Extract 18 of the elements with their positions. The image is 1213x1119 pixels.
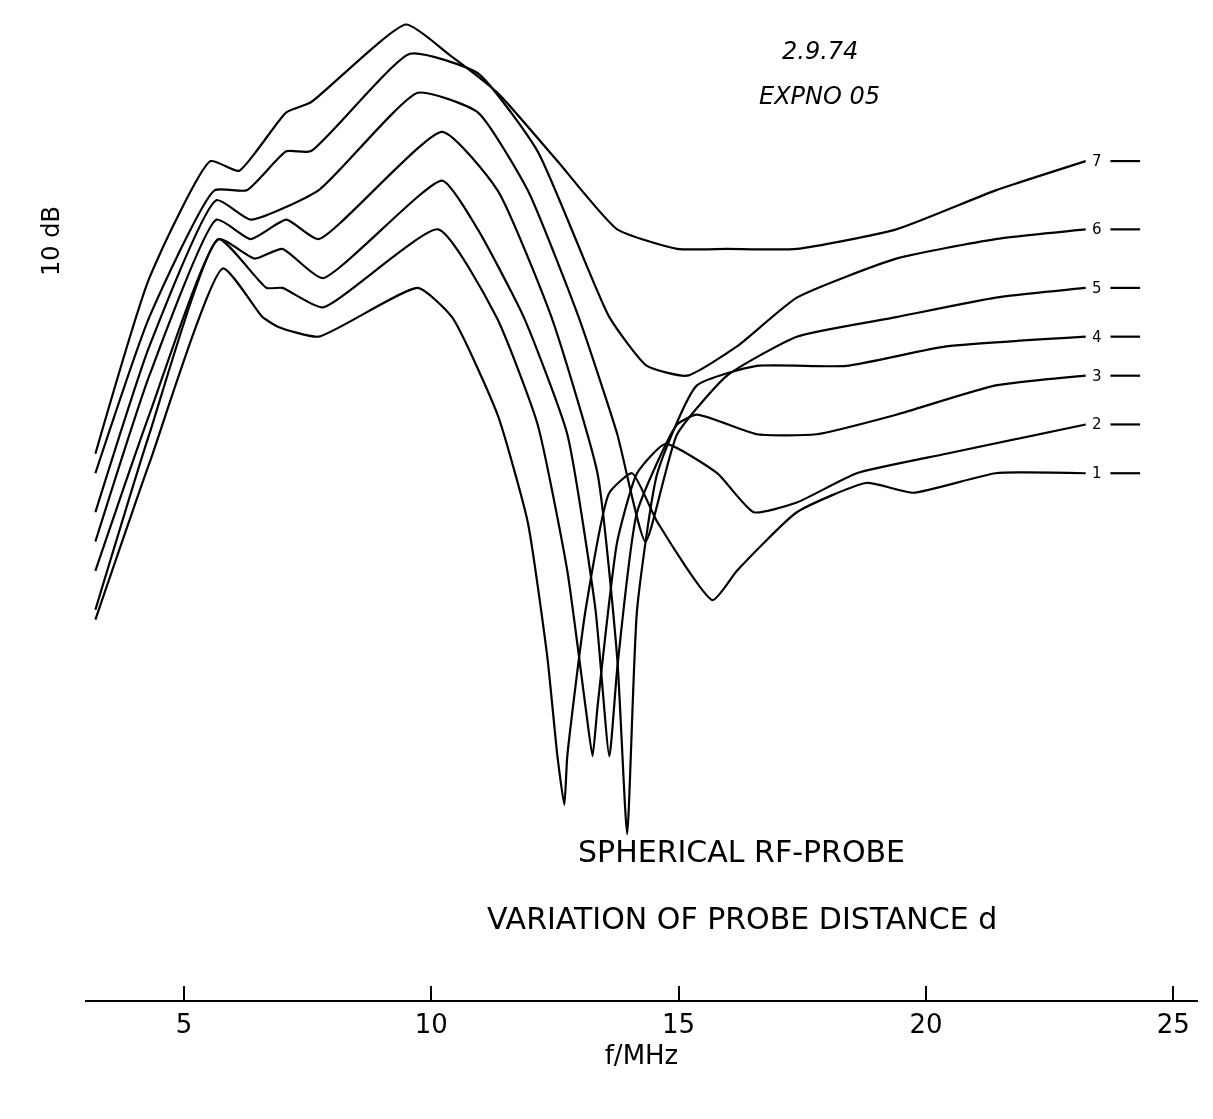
x-axis-title: f/MHz <box>604 1040 679 1071</box>
y-axis-title: 10 dB <box>36 206 65 276</box>
text: SPHERICAL RF-PROBE <box>578 834 906 869</box>
x-tick-label: 5 <box>175 1009 193 1040</box>
legend-label: 5 <box>1092 279 1102 297</box>
x-tick-label: 15 <box>662 1009 696 1040</box>
text: VARIATION OF PROBE DISTANCE d <box>487 901 998 936</box>
legend-label: 1 <box>1092 464 1102 482</box>
legend-label: 4 <box>1092 328 1102 346</box>
annotation: EXPNO 05 <box>759 82 881 110</box>
legend-label: 2 <box>1092 415 1102 433</box>
legend-label: 6 <box>1092 220 1102 238</box>
x-tick-label: 25 <box>1156 1009 1190 1040</box>
legend-label: 7 <box>1092 152 1102 170</box>
x-tick-label: 20 <box>909 1009 943 1040</box>
annotation: 2.9.74 <box>782 37 859 65</box>
legend-label: 3 <box>1092 367 1102 385</box>
x-tick-label: 10 <box>414 1009 448 1040</box>
